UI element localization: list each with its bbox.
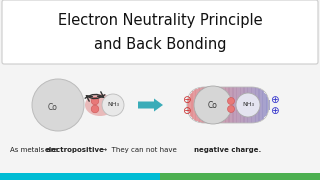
Bar: [187, 100, 189, 110]
Bar: [268, 100, 269, 110]
Bar: [204, 87, 205, 123]
Text: Electron Neutrality Principle: Electron Neutrality Principle: [58, 14, 262, 28]
Bar: [222, 87, 224, 123]
Bar: [212, 87, 213, 123]
FancyArrow shape: [138, 98, 163, 111]
Circle shape: [194, 86, 232, 124]
Text: negative charge.: negative charge.: [194, 147, 261, 153]
Circle shape: [236, 93, 260, 117]
Bar: [225, 87, 227, 123]
Circle shape: [91, 105, 99, 113]
FancyBboxPatch shape: [2, 0, 318, 64]
Bar: [194, 90, 196, 120]
Text: electropositive: electropositive: [45, 147, 105, 153]
Text: ⊕: ⊕: [270, 106, 278, 116]
Text: and Back Bonding: and Back Bonding: [94, 37, 226, 53]
Bar: [0, 173, 160, 180]
Bar: [214, 87, 216, 123]
Bar: [240, 87, 242, 123]
Circle shape: [228, 98, 235, 105]
Bar: [202, 87, 204, 123]
Bar: [251, 87, 253, 123]
Bar: [257, 88, 259, 122]
Bar: [232, 87, 234, 123]
Bar: [188, 97, 190, 113]
Bar: [213, 87, 215, 123]
Text: ⊕: ⊕: [270, 95, 278, 105]
Bar: [209, 87, 211, 123]
Bar: [231, 87, 233, 123]
Bar: [260, 89, 261, 121]
Bar: [261, 90, 263, 120]
Text: As metals are: As metals are: [10, 147, 60, 153]
Bar: [216, 87, 218, 123]
Bar: [250, 87, 252, 123]
Bar: [235, 87, 237, 123]
Bar: [236, 87, 238, 123]
Text: Co: Co: [208, 100, 218, 109]
Bar: [210, 87, 212, 123]
Bar: [249, 87, 250, 123]
Bar: [229, 87, 231, 123]
Bar: [191, 93, 193, 117]
Bar: [246, 87, 248, 123]
Bar: [220, 87, 222, 123]
Bar: [264, 93, 265, 117]
Bar: [199, 88, 201, 122]
Bar: [244, 87, 246, 123]
Bar: [239, 87, 241, 123]
Bar: [196, 89, 198, 121]
Bar: [258, 89, 260, 121]
Circle shape: [91, 97, 99, 105]
Bar: [237, 87, 239, 123]
Text: NH₃: NH₃: [242, 102, 254, 107]
Bar: [201, 87, 203, 123]
Bar: [192, 91, 194, 119]
Bar: [254, 87, 256, 123]
Ellipse shape: [85, 94, 115, 116]
Text: →  They can not have: → They can not have: [99, 147, 179, 153]
Bar: [255, 88, 257, 122]
Bar: [234, 87, 235, 123]
Bar: [228, 87, 230, 123]
Bar: [205, 87, 207, 123]
Bar: [195, 89, 197, 121]
Bar: [252, 87, 254, 123]
Bar: [190, 94, 192, 116]
Text: ⊖: ⊖: [182, 106, 190, 116]
Text: ⊖: ⊖: [182, 95, 190, 105]
Bar: [217, 87, 219, 123]
Bar: [262, 91, 264, 119]
Bar: [198, 88, 200, 122]
Bar: [242, 87, 244, 123]
Text: NH₃: NH₃: [107, 102, 119, 107]
Bar: [227, 87, 228, 123]
Bar: [207, 87, 209, 123]
Bar: [247, 87, 249, 123]
Bar: [219, 87, 220, 123]
Bar: [265, 94, 267, 116]
Bar: [224, 87, 226, 123]
Circle shape: [228, 105, 235, 112]
Bar: [266, 97, 268, 113]
Bar: [243, 87, 245, 123]
Bar: [160, 173, 320, 180]
Circle shape: [102, 94, 124, 116]
Bar: [206, 87, 208, 123]
Circle shape: [32, 79, 84, 131]
Text: Co: Co: [48, 102, 58, 111]
Bar: [221, 87, 223, 123]
